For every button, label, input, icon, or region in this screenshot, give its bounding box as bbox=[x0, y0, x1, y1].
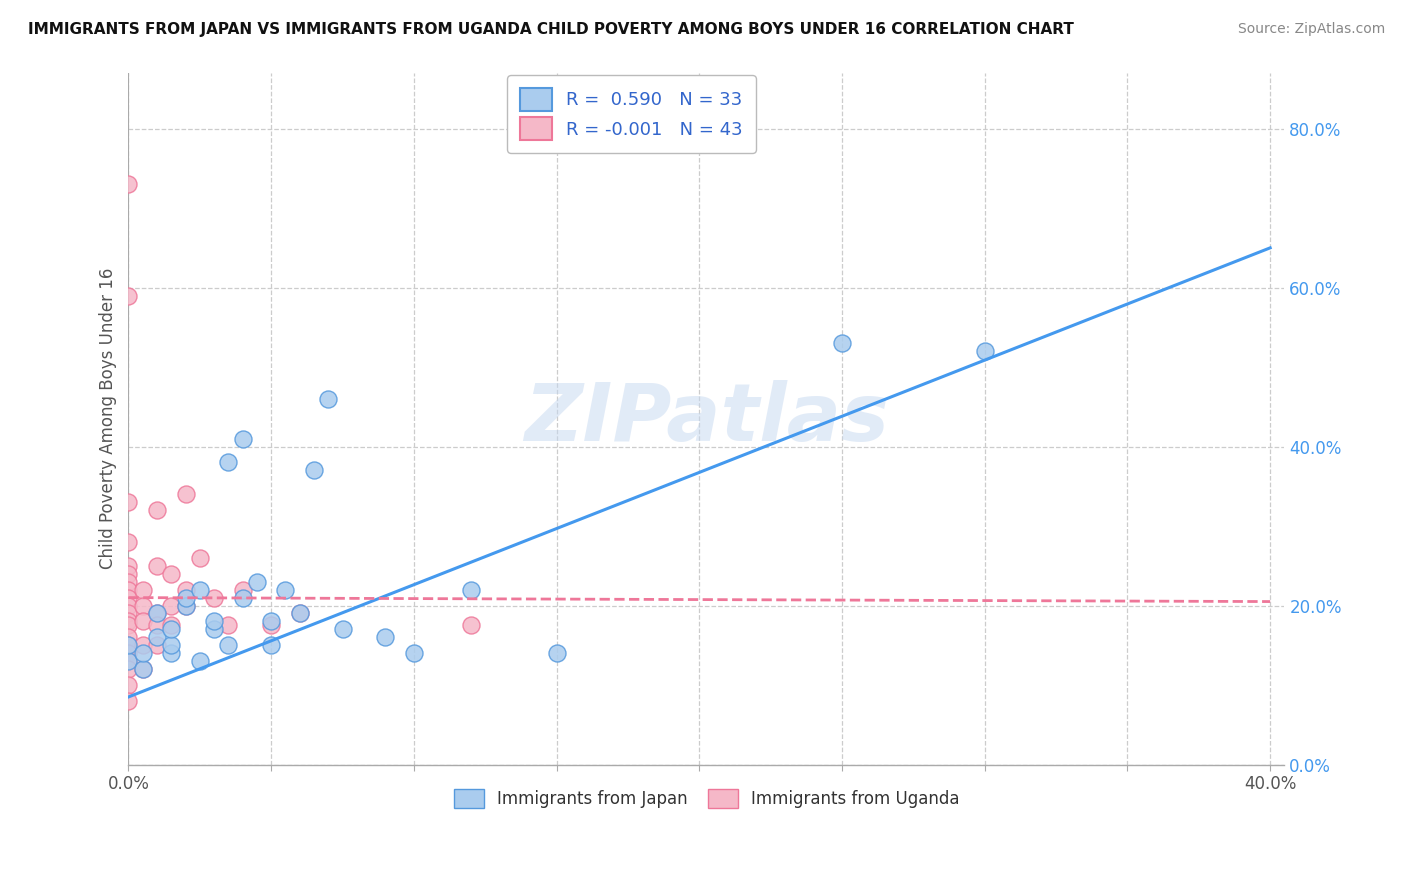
Text: ZIPatlas: ZIPatlas bbox=[524, 380, 889, 458]
Point bbox=[146, 630, 169, 644]
Point bbox=[117, 638, 139, 652]
Point bbox=[117, 566, 139, 581]
Point bbox=[160, 599, 183, 613]
Point bbox=[160, 618, 183, 632]
Point bbox=[117, 178, 139, 192]
Point bbox=[117, 558, 139, 573]
Point bbox=[374, 630, 396, 644]
Text: IMMIGRANTS FROM JAPAN VS IMMIGRANTS FROM UGANDA CHILD POVERTY AMONG BOYS UNDER 1: IMMIGRANTS FROM JAPAN VS IMMIGRANTS FROM… bbox=[28, 22, 1074, 37]
Point bbox=[202, 615, 225, 629]
Point bbox=[117, 574, 139, 589]
Text: Source: ZipAtlas.com: Source: ZipAtlas.com bbox=[1237, 22, 1385, 37]
Point bbox=[117, 591, 139, 605]
Point bbox=[316, 392, 339, 406]
Point bbox=[117, 615, 139, 629]
Point bbox=[117, 599, 139, 613]
Point bbox=[160, 566, 183, 581]
Point bbox=[288, 607, 311, 621]
Point bbox=[117, 495, 139, 509]
Point bbox=[146, 618, 169, 632]
Point bbox=[274, 582, 297, 597]
Point bbox=[188, 550, 211, 565]
Point bbox=[117, 582, 139, 597]
Point bbox=[188, 654, 211, 668]
Point bbox=[132, 646, 155, 660]
Point bbox=[232, 432, 254, 446]
Point bbox=[332, 623, 354, 637]
Point bbox=[202, 591, 225, 605]
Point bbox=[460, 582, 482, 597]
Point bbox=[117, 638, 139, 652]
Point bbox=[117, 607, 139, 621]
Point bbox=[117, 646, 139, 660]
Point bbox=[146, 638, 169, 652]
Point bbox=[160, 646, 183, 660]
Point bbox=[217, 638, 239, 652]
Point bbox=[174, 599, 197, 613]
Point bbox=[117, 678, 139, 692]
Point bbox=[260, 615, 283, 629]
Point bbox=[217, 618, 239, 632]
Point bbox=[831, 336, 853, 351]
Point bbox=[132, 662, 155, 676]
Point bbox=[117, 618, 139, 632]
Point bbox=[117, 535, 139, 549]
Point bbox=[188, 582, 211, 597]
Point bbox=[232, 582, 254, 597]
Point bbox=[117, 654, 139, 668]
Point bbox=[160, 623, 183, 637]
Point bbox=[160, 638, 183, 652]
Point bbox=[132, 582, 155, 597]
Point bbox=[302, 463, 325, 477]
Point bbox=[174, 591, 197, 605]
Point bbox=[117, 662, 139, 676]
Point bbox=[174, 582, 197, 597]
Point bbox=[973, 344, 995, 359]
Point bbox=[132, 638, 155, 652]
Point bbox=[460, 618, 482, 632]
Point bbox=[117, 630, 139, 644]
Point bbox=[132, 599, 155, 613]
Point bbox=[402, 646, 425, 660]
Point bbox=[117, 654, 139, 668]
Point bbox=[117, 694, 139, 708]
Point bbox=[232, 591, 254, 605]
Point bbox=[260, 638, 283, 652]
Point bbox=[146, 607, 169, 621]
Point bbox=[202, 623, 225, 637]
Point bbox=[246, 574, 269, 589]
Point bbox=[174, 599, 197, 613]
Point bbox=[546, 646, 568, 660]
Point bbox=[260, 618, 283, 632]
Point bbox=[217, 455, 239, 469]
Point bbox=[146, 607, 169, 621]
Point bbox=[288, 607, 311, 621]
Point bbox=[146, 558, 169, 573]
Point bbox=[132, 615, 155, 629]
Legend: Immigrants from Japan, Immigrants from Uganda: Immigrants from Japan, Immigrants from U… bbox=[447, 782, 966, 815]
Point bbox=[132, 662, 155, 676]
Point bbox=[146, 503, 169, 517]
Y-axis label: Child Poverty Among Boys Under 16: Child Poverty Among Boys Under 16 bbox=[100, 268, 117, 569]
Point bbox=[174, 487, 197, 501]
Point bbox=[117, 288, 139, 302]
